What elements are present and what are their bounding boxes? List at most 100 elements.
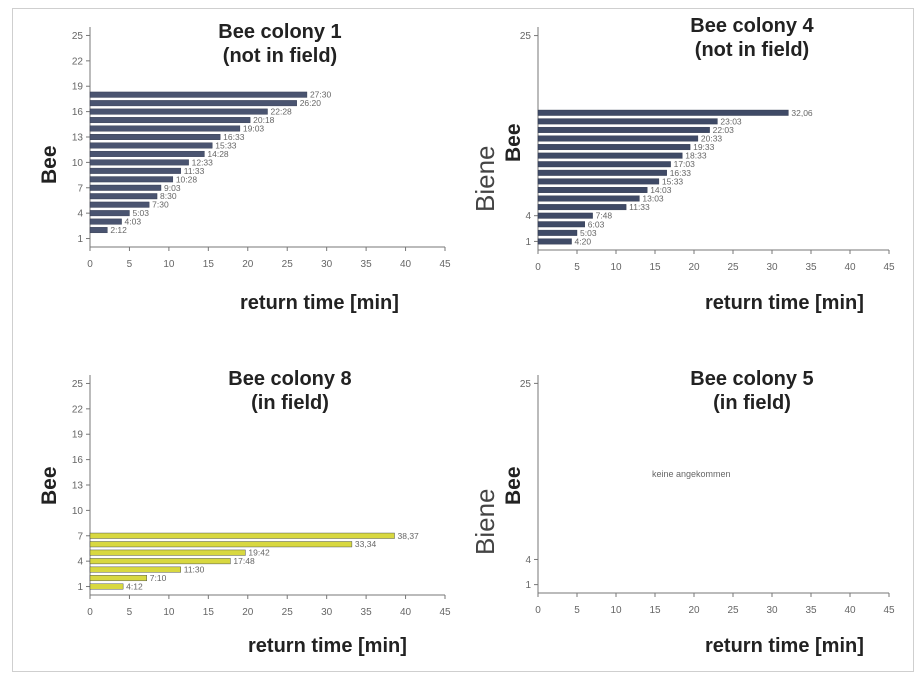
- x-tick-label: 0: [535, 605, 541, 616]
- y-tick-label: 13: [72, 133, 84, 144]
- bar-value-label: 19:42: [248, 548, 270, 558]
- x-tick-label: 40: [844, 605, 856, 616]
- x-tick-label: 35: [805, 262, 817, 273]
- x-tick-label: 5: [574, 605, 580, 616]
- x-axis-label: return time [min]: [705, 635, 864, 657]
- bar-value-label: 12:33: [192, 157, 214, 167]
- bar: [89, 549, 246, 556]
- bar: [537, 169, 667, 176]
- bar-value-label: 26:20: [300, 98, 322, 108]
- bar: [89, 91, 308, 98]
- bar-value-label: 22:28: [271, 107, 293, 117]
- bar-value-label: 14:28: [207, 149, 229, 159]
- bar-value-label: 27:30: [310, 90, 332, 100]
- bar: [89, 184, 162, 191]
- chart-panel-colony-4: Bee colony 4 (not in field) Biene Bee re…: [462, 12, 917, 347]
- bar-value-label: 5:03: [132, 208, 149, 218]
- bar: [537, 118, 718, 125]
- y-tick-label: 4: [525, 211, 531, 222]
- bar-value-label: 19:03: [243, 124, 265, 134]
- bar: [89, 575, 147, 582]
- bar: [89, 134, 221, 140]
- bar: [537, 187, 648, 193]
- bar-value-label: 19:33: [693, 142, 715, 152]
- x-tick-label: 25: [282, 259, 294, 270]
- chart-title-line-1: Bee colony 5: [690, 368, 814, 390]
- x-tick-label: 15: [649, 262, 661, 273]
- x-tick-label: 40: [844, 262, 856, 273]
- y-tick-label: 10: [72, 506, 84, 517]
- bar: [537, 178, 660, 185]
- y-tick-label: 4: [77, 209, 83, 220]
- y-tick-label: 25: [520, 31, 532, 42]
- bar: [537, 204, 627, 211]
- x-tick-label: 0: [87, 259, 93, 270]
- bar-value-label: 7:48: [596, 211, 613, 221]
- bar-value-label: 17:48: [233, 556, 255, 566]
- x-tick-label: 0: [535, 262, 541, 273]
- bar: [89, 176, 174, 183]
- x-tick-label: 25: [727, 262, 739, 273]
- y-tick-label: 1: [77, 582, 83, 593]
- no-arrival-annotation: keine angekommen: [652, 469, 731, 479]
- bar: [537, 161, 671, 168]
- x-tick-label: 10: [163, 259, 175, 270]
- x-tick-label: 0: [87, 607, 93, 618]
- bar-value-label: 38,37: [398, 531, 420, 541]
- x-tick-label: 45: [439, 259, 451, 270]
- bar-value-label: 4:03: [125, 217, 142, 227]
- x-tick-label: 10: [610, 605, 622, 616]
- chart-plot: 0 5 10 15 20 25 30 35 40 45 1 4 25: [520, 375, 895, 616]
- bar-value-label: 32,06: [791, 108, 813, 118]
- chart-title-line-2: (in field): [251, 392, 329, 414]
- chart-title-line-2: (not in field): [222, 45, 338, 67]
- bar-value-label: 8:30: [160, 191, 177, 201]
- y-tick-label: 1: [525, 237, 531, 248]
- x-tick-label: 45: [883, 262, 895, 273]
- bar-value-label: 20:33: [701, 134, 723, 144]
- bar: [537, 126, 710, 133]
- bar-value-label: 16:33: [670, 168, 692, 178]
- chart-title: Bee colony 8 (in field): [170, 367, 410, 415]
- chart-title-line-1: Bee colony 4: [690, 15, 814, 37]
- chart-title: Bee colony 5 (in field): [632, 367, 872, 415]
- y-tick-label: 16: [72, 107, 84, 118]
- x-tick-label: 40: [400, 607, 412, 618]
- bar: [537, 229, 578, 236]
- bar-value-label: 6:03: [588, 219, 605, 229]
- bar: [537, 238, 572, 245]
- x-tick-label: 5: [127, 259, 133, 270]
- bar-value-label: 33,34: [355, 539, 377, 549]
- x-tick-label: 40: [400, 259, 412, 270]
- x-tick-label: 30: [321, 607, 333, 618]
- x-tick-label: 20: [688, 605, 700, 616]
- x-tick-label: 30: [766, 262, 778, 273]
- bar: [89, 150, 205, 157]
- x-tick-label: 15: [649, 605, 661, 616]
- bar-value-label: 17:03: [674, 159, 696, 169]
- bar-value-label: 20:18: [253, 115, 275, 125]
- y-tick-label: 19: [72, 430, 84, 441]
- chart-title-line-2: (not in field): [694, 39, 810, 61]
- y-tick-label: 25: [72, 379, 84, 390]
- x-tick-label: 15: [203, 259, 215, 270]
- y-tick-label: 7: [77, 531, 83, 542]
- chart-title: Bee colony 1 (not in field): [160, 20, 400, 68]
- bar-value-label: 10:28: [176, 174, 198, 184]
- y-tick-label: 19: [72, 82, 84, 93]
- chart-plot: 0 5 10 15 20 25 30 35 40 45 1 4 7 10 13 16 19 22 25 2:124:0…: [72, 27, 451, 270]
- x-tick-label: 30: [766, 605, 778, 616]
- bar: [89, 583, 124, 590]
- x-tick-label: 10: [610, 262, 622, 273]
- bar-value-label: 4:12: [126, 582, 143, 592]
- y-tick-label: 25: [520, 379, 532, 390]
- bar-value-label: 16:33: [223, 132, 245, 142]
- x-tick-label: 35: [361, 259, 373, 270]
- bar: [537, 221, 585, 228]
- bar-value-label: 7:10: [150, 573, 167, 583]
- x-tick-label: 35: [805, 605, 817, 616]
- chart-panel-colony-8: Bee colony 8 (in field) Bee return time …: [20, 355, 475, 690]
- chart-panel-colony-1: Bee colony 1 (not in field) Bee return t…: [20, 12, 475, 347]
- bar-value-label: 5:03: [580, 228, 597, 238]
- bar: [89, 108, 268, 115]
